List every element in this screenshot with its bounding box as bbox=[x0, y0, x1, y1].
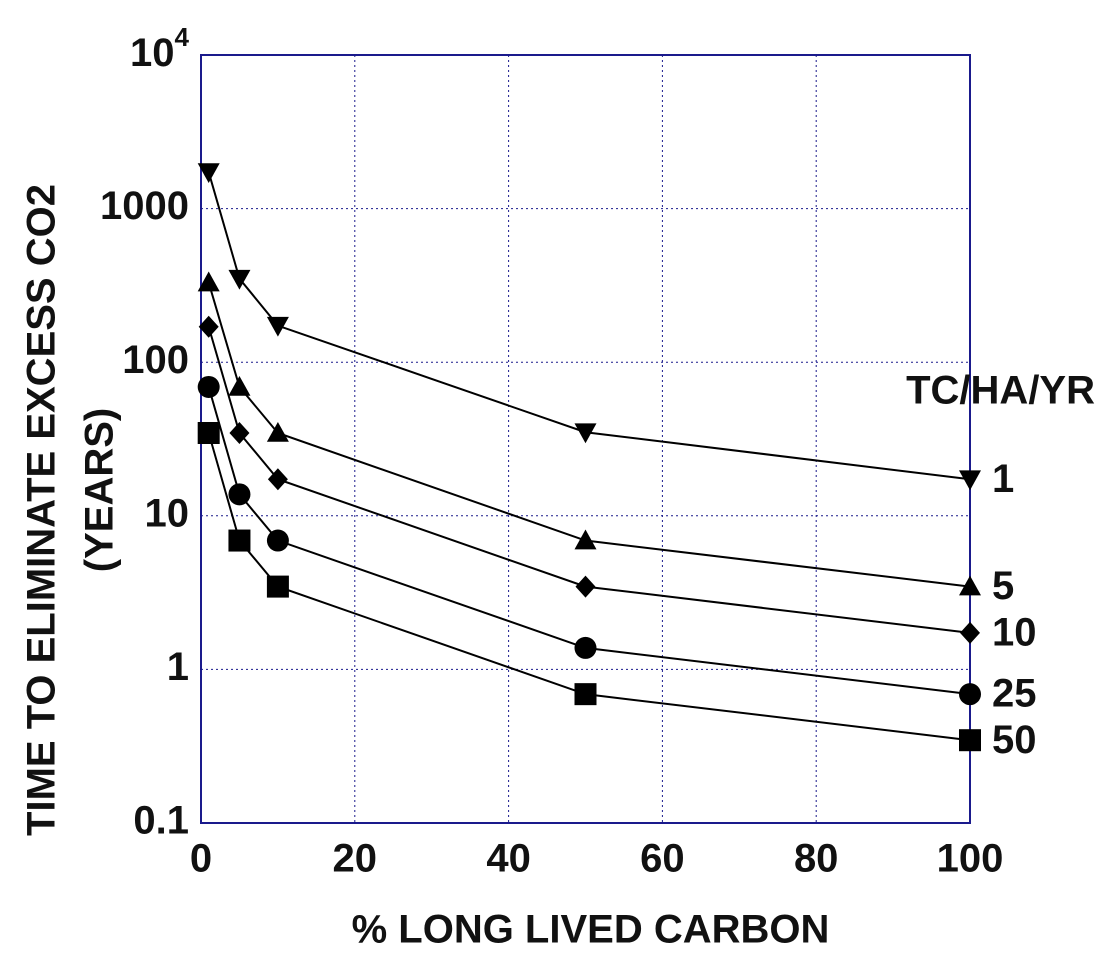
point bbox=[574, 423, 597, 444]
point bbox=[960, 621, 980, 644]
point bbox=[266, 421, 289, 442]
y-axis-label: TIME TO ELIMINATE EXCESS CO2 bbox=[20, 184, 64, 836]
point bbox=[959, 683, 981, 706]
x-axis-label: % LONG LIVED CARBON bbox=[352, 908, 830, 952]
point bbox=[574, 683, 597, 706]
point bbox=[266, 316, 289, 337]
y-tick-label: 10 bbox=[145, 491, 190, 535]
point bbox=[959, 575, 981, 596]
point bbox=[229, 421, 250, 444]
y-tick-label: 0.1 bbox=[133, 799, 189, 843]
x-tick-label: 100 bbox=[937, 837, 1004, 881]
point bbox=[959, 729, 981, 752]
series-label: 50 bbox=[992, 718, 1037, 762]
point bbox=[197, 375, 220, 398]
point bbox=[574, 636, 597, 659]
x-tick-label: 0 bbox=[190, 837, 212, 881]
x-tick-label: 80 bbox=[794, 837, 839, 881]
point bbox=[228, 483, 251, 506]
point bbox=[198, 315, 219, 338]
point bbox=[228, 375, 251, 396]
point bbox=[574, 529, 597, 550]
legend-title: TC/HA/YR bbox=[906, 369, 1095, 413]
point bbox=[959, 470, 981, 491]
x-tick-label: 40 bbox=[486, 837, 531, 881]
point bbox=[266, 575, 289, 598]
y-tick-label: 104 bbox=[130, 22, 190, 75]
y-axis-label: (YEARS) bbox=[78, 408, 122, 572]
point bbox=[266, 529, 289, 552]
series-label: 1 bbox=[992, 457, 1014, 501]
point bbox=[228, 529, 251, 552]
x-tick-label: 20 bbox=[333, 837, 378, 881]
point bbox=[228, 269, 251, 290]
series-label: 25 bbox=[992, 672, 1037, 716]
series-label: 10 bbox=[992, 610, 1037, 654]
x-tick-label: 60 bbox=[640, 837, 685, 881]
point bbox=[197, 271, 220, 292]
point bbox=[197, 421, 220, 444]
y-tick-label: 100 bbox=[122, 338, 189, 382]
y-tick-label: 1 bbox=[167, 645, 189, 689]
series-label: 5 bbox=[992, 564, 1014, 608]
point bbox=[197, 163, 220, 184]
point bbox=[575, 575, 596, 598]
point bbox=[267, 468, 288, 491]
y-tick-label: 1000 bbox=[100, 184, 189, 228]
